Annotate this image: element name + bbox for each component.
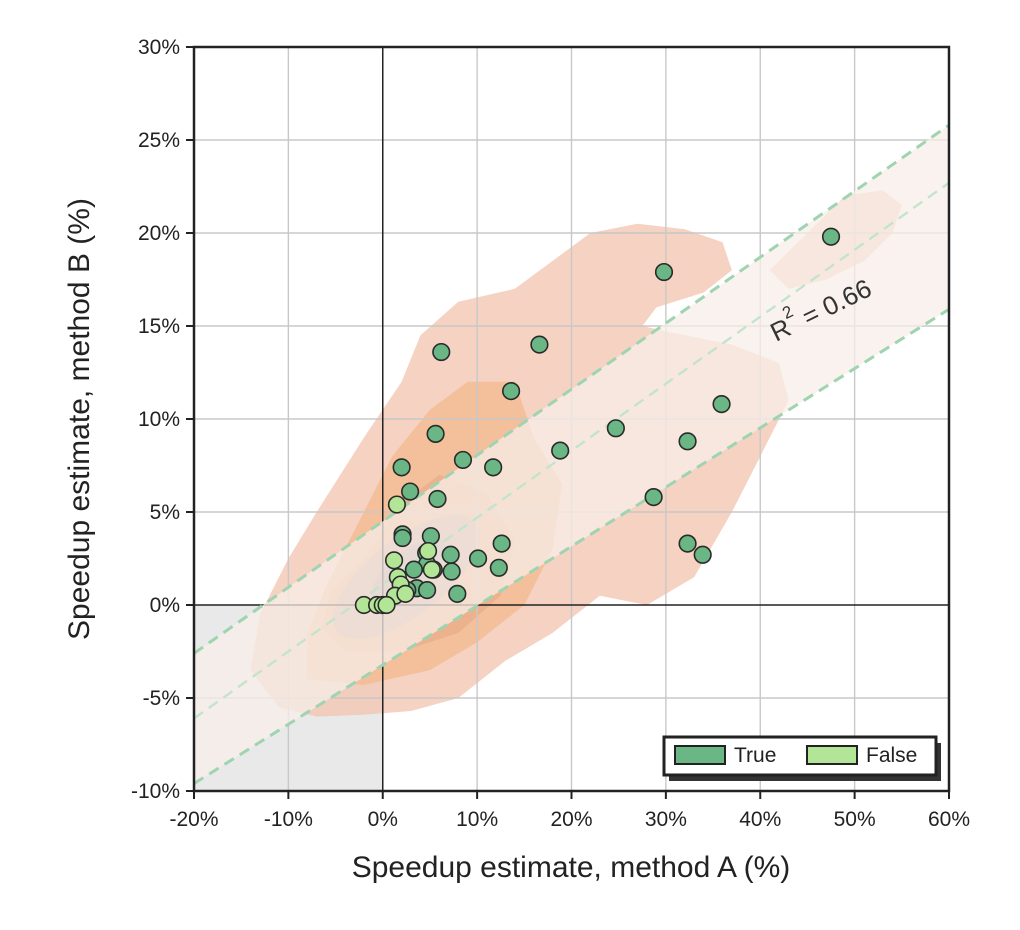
y-tick-label: 5% [150,501,180,524]
confidence-band [194,125,949,784]
data-point-true [404,560,423,579]
data-point-true [468,549,488,568]
x-axis-title: Speedup estimate, method A (%) [352,851,791,884]
y-axis-title: Speedup estimate, method B (%) [63,198,96,640]
data-point-true [421,527,440,546]
data-point-true [401,482,420,501]
regression-band [194,123,949,785]
data-point-true [551,441,570,460]
y-tick-label: 10% [138,408,180,431]
x-tick-label: -10% [264,808,313,831]
data-point-true [432,342,451,362]
data-point-true [489,558,508,577]
y-tick-label: 20% [138,222,180,245]
data-point-true [678,534,697,553]
data-point-true [654,262,674,282]
legend-swatch-true [674,745,726,765]
fit-line [194,181,949,720]
x-tick-label: 60% [928,808,970,831]
data-point-true [484,458,503,477]
data-point-true [821,227,841,246]
data-point-true [441,545,460,564]
data-point-false [418,541,438,561]
y-tick-label: -5% [143,687,180,710]
legend-label-false: False [866,744,917,767]
data-point-true [678,432,697,451]
data-point-true [428,489,447,509]
x-tick-label: 10% [456,808,498,831]
y-tick-label: 30% [138,36,180,59]
data-point-true [392,458,411,477]
data-point-true [426,424,445,443]
legend-swatch-false [806,745,858,765]
data-point-true [453,450,473,470]
data-points [354,227,841,615]
y-tick-label: -10% [131,780,180,803]
upper-confidence-line [194,123,949,655]
data-point-true [644,488,663,507]
lower-confidence-line [194,307,949,785]
data-point-false [396,584,415,603]
axis-ticks: -20% -10% 0% 10% 20% 30% 40% 50% 60% -10% -5% 0% 5% 1… [131,36,970,831]
y-tick-label: 15% [138,315,180,338]
legend: True False [662,735,941,781]
data-point-true [606,419,625,438]
x-tick-label: 40% [739,808,781,831]
data-point-false [422,560,441,579]
data-point-true [448,584,467,603]
data-point-false [384,551,404,570]
data-point-true [693,545,712,564]
data-point-true [492,534,511,553]
legend-label-true: True [734,744,776,767]
data-point-true [393,528,412,548]
data-point-false [387,495,407,514]
data-point-true [418,581,437,600]
data-point-true [712,395,731,414]
y-tick-label: 0% [150,594,180,617]
data-point-true [442,562,461,581]
x-tick-label: 20% [550,808,592,831]
data-point-true [502,382,521,401]
x-tick-label: 50% [834,808,876,831]
data-point-false [377,595,396,615]
data-point-true [530,335,549,354]
y-tick-label: 25% [138,129,180,152]
x-tick-label: 0% [368,808,398,831]
x-tick-label: 30% [645,808,687,831]
x-tick-label: -20% [169,808,218,831]
